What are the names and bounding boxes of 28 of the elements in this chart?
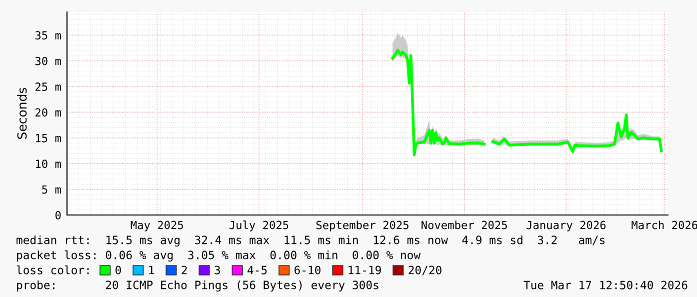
x-tick-label: May 2025 (130, 220, 184, 232)
text: packet loss: 0.06 % avg 3.05 % max 0.00 % min 0.00 % now (17, 250, 421, 262)
legend-label: 6-10 (294, 266, 320, 274)
x-tick-label: July 2025 (229, 220, 288, 232)
y-tick-label: 30 m (35, 56, 61, 66)
y-tick-label: 35 m (35, 31, 61, 40)
legend-label: 0 (116, 266, 121, 274)
legend-label: 4-5 (248, 266, 267, 274)
y-tick-label: 15 m (36, 134, 61, 142)
y-axis-title: Seconds (17, 88, 27, 139)
text: median rtt: 15.5 ms avg 32.4 ms max 11.5 ms min 12.6 ms now 4.9 ms sd 3.2 am/s (16, 235, 605, 247)
legend-title: loss color: (16, 265, 89, 274)
text: Tue Mar 17 12:50:40 2026 (524, 280, 688, 290)
x-tick-label: January 2026 (526, 220, 606, 232)
legend-label: 1 (149, 266, 154, 274)
x-tick-label: March 2026 (632, 220, 697, 230)
x-tick-label: September 2025 (316, 220, 408, 232)
legend-label: 11-19 (348, 266, 381, 274)
y-tick-label: 0 (55, 211, 61, 220)
y-tick-label: 20 m (36, 108, 61, 117)
y-tick-label: 10 m (36, 160, 61, 168)
y-tick-label: 5 m (42, 185, 61, 194)
legend-label: 20/20 (408, 266, 442, 276)
y-tick-label: 25 m (36, 82, 61, 91)
text: probe: 20 ICMP Echo Pings (56 Bytes) every 300s (17, 280, 378, 292)
legend-label: 2 (182, 266, 187, 274)
legend-label: 3 (214, 266, 220, 274)
x-tick-label: November 2025 (422, 220, 507, 230)
